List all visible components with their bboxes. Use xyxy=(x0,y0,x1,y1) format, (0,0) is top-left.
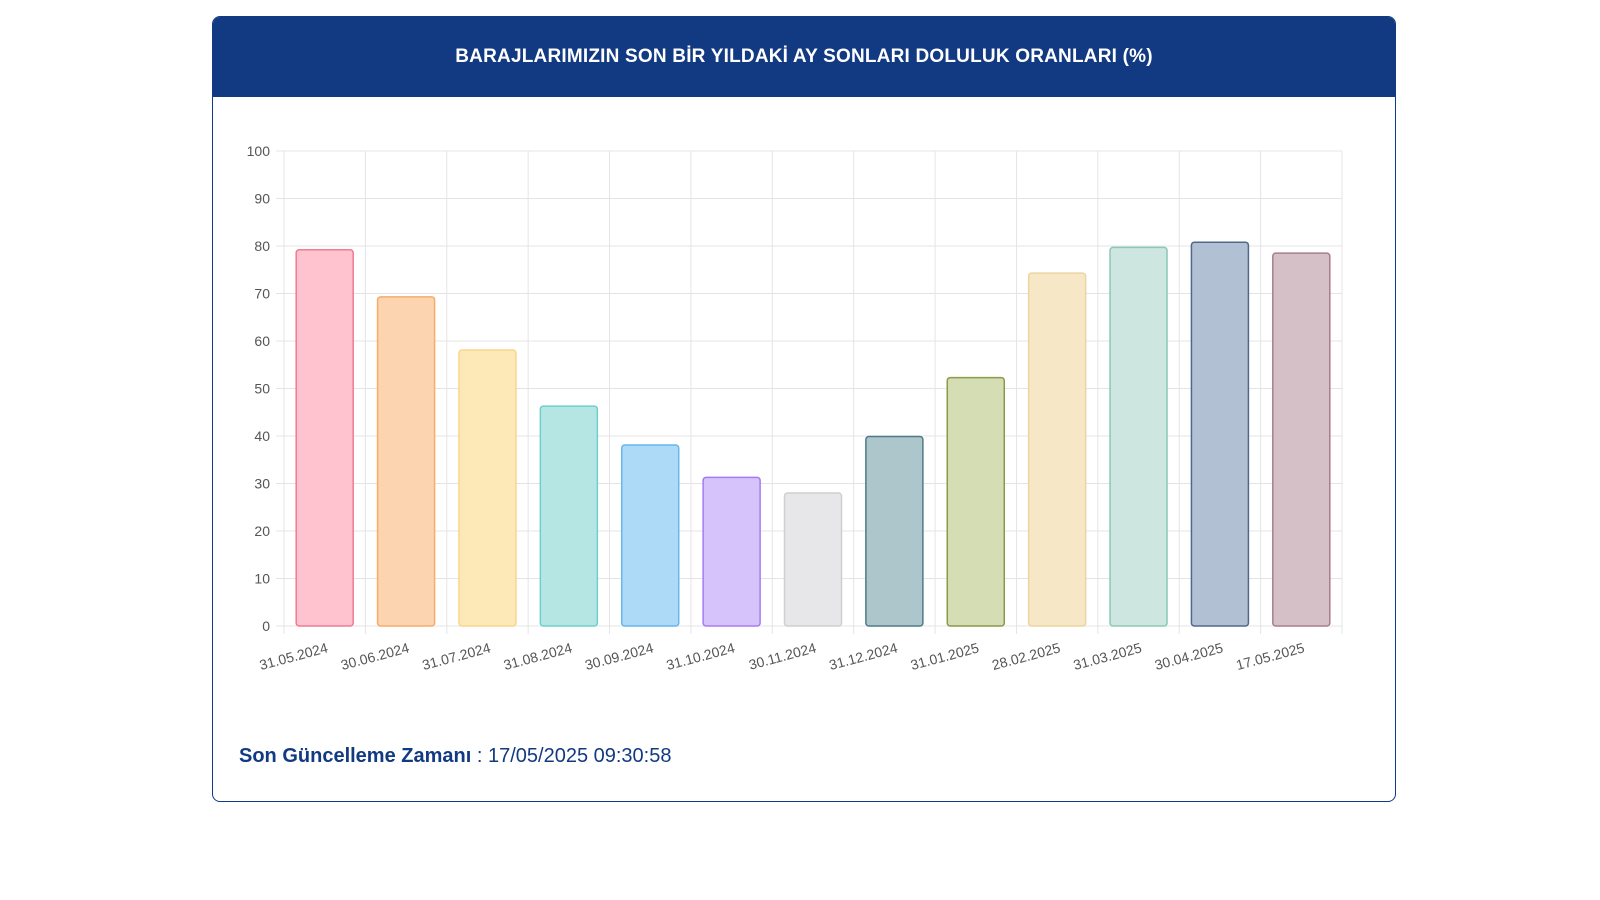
bar-31.10.2024[interactable] xyxy=(702,476,761,627)
bar-31.07.2024[interactable] xyxy=(458,349,517,627)
bar-30.04.2025[interactable] xyxy=(1190,241,1250,627)
x-tick-label: 31.01.2025 xyxy=(909,639,981,673)
chart-card: BARAJLARIMIZIN SON BİR YILDAKİ AY SONLAR… xyxy=(212,16,1396,802)
bar-30.11.2024[interactable] xyxy=(783,492,843,627)
bar-31.01.2025[interactable] xyxy=(946,376,1006,627)
bar-31.03.2025[interactable] xyxy=(1109,246,1168,627)
bar-31.08.2024[interactable] xyxy=(539,405,599,627)
y-tick-label: 0 xyxy=(262,618,270,634)
y-tick-label: 60 xyxy=(254,333,270,349)
y-tick-label: 90 xyxy=(254,191,270,207)
y-tick-label: 40 xyxy=(254,428,270,444)
bar-31.12.2024[interactable] xyxy=(865,435,924,627)
bar-28.02.2025[interactable] xyxy=(1027,272,1087,627)
x-tick-label: 17.05.2025 xyxy=(1234,639,1306,673)
x-tick-label: 28.02.2025 xyxy=(990,639,1062,673)
y-tick-label: 80 xyxy=(254,238,270,254)
bar-30.06.2024[interactable] xyxy=(376,296,436,627)
y-tick-label: 20 xyxy=(254,523,270,539)
y-tick-label: 50 xyxy=(254,381,270,397)
x-tick-label: 30.09.2024 xyxy=(583,639,655,673)
last-update-value: 17/05/2025 09:30:58 xyxy=(487,745,672,767)
last-update: Son Güncelleme Zamanı : 17/05/2025 09:30… xyxy=(239,745,671,768)
bar-chart: 0 10 20 30 40 50 60 70 80 90 100 31.05.2024 30.06.2… xyxy=(247,143,1343,673)
x-axis: 31.05.2024 30.06.2024 31.07.2024 31.08.2024… xyxy=(258,639,1307,673)
card-header: BARAJLARIMIZIN SON BİR YILDAKİ AY SONLAR… xyxy=(213,17,1395,97)
x-tick-label: 30.11.2024 xyxy=(747,639,818,672)
x-tick-label: 31.10.2024 xyxy=(665,639,737,673)
x-tick-label: 30.06.2024 xyxy=(339,639,411,673)
y-tick-label: 100 xyxy=(247,143,271,159)
x-tick-label: 31.08.2024 xyxy=(502,639,574,673)
x-tick-label: 31.07.2024 xyxy=(420,639,492,673)
bars xyxy=(295,241,1331,627)
chart-title: BARAJLARIMIZIN SON BİR YILDAKİ AY SONLAR… xyxy=(455,46,1153,67)
y-tick-label: 30 xyxy=(254,476,270,492)
x-tick-label: 31.12.2024 xyxy=(827,639,899,673)
bar-30.09.2024[interactable] xyxy=(620,444,680,627)
bar-31.05.2024[interactable] xyxy=(295,249,354,627)
last-update-label: Son Güncelleme Zamanı xyxy=(239,745,472,767)
last-update-separator: : xyxy=(471,745,488,767)
bar-17.05.2025[interactable] xyxy=(1272,252,1331,627)
chart-area: 0 10 20 30 40 50 60 70 80 90 100 31.05.2024 30.06.2… xyxy=(213,97,1395,717)
y-axis: 0 10 20 30 40 50 60 70 80 90 100 xyxy=(247,143,271,634)
y-tick-label: 10 xyxy=(254,571,270,587)
x-tick-label: 30.04.2025 xyxy=(1153,639,1225,673)
x-tick-label: 31.03.2025 xyxy=(1071,639,1143,673)
x-tick-label: 31.05.2024 xyxy=(258,639,330,673)
y-tick-label: 70 xyxy=(254,286,270,302)
grid-lines xyxy=(276,150,1343,634)
